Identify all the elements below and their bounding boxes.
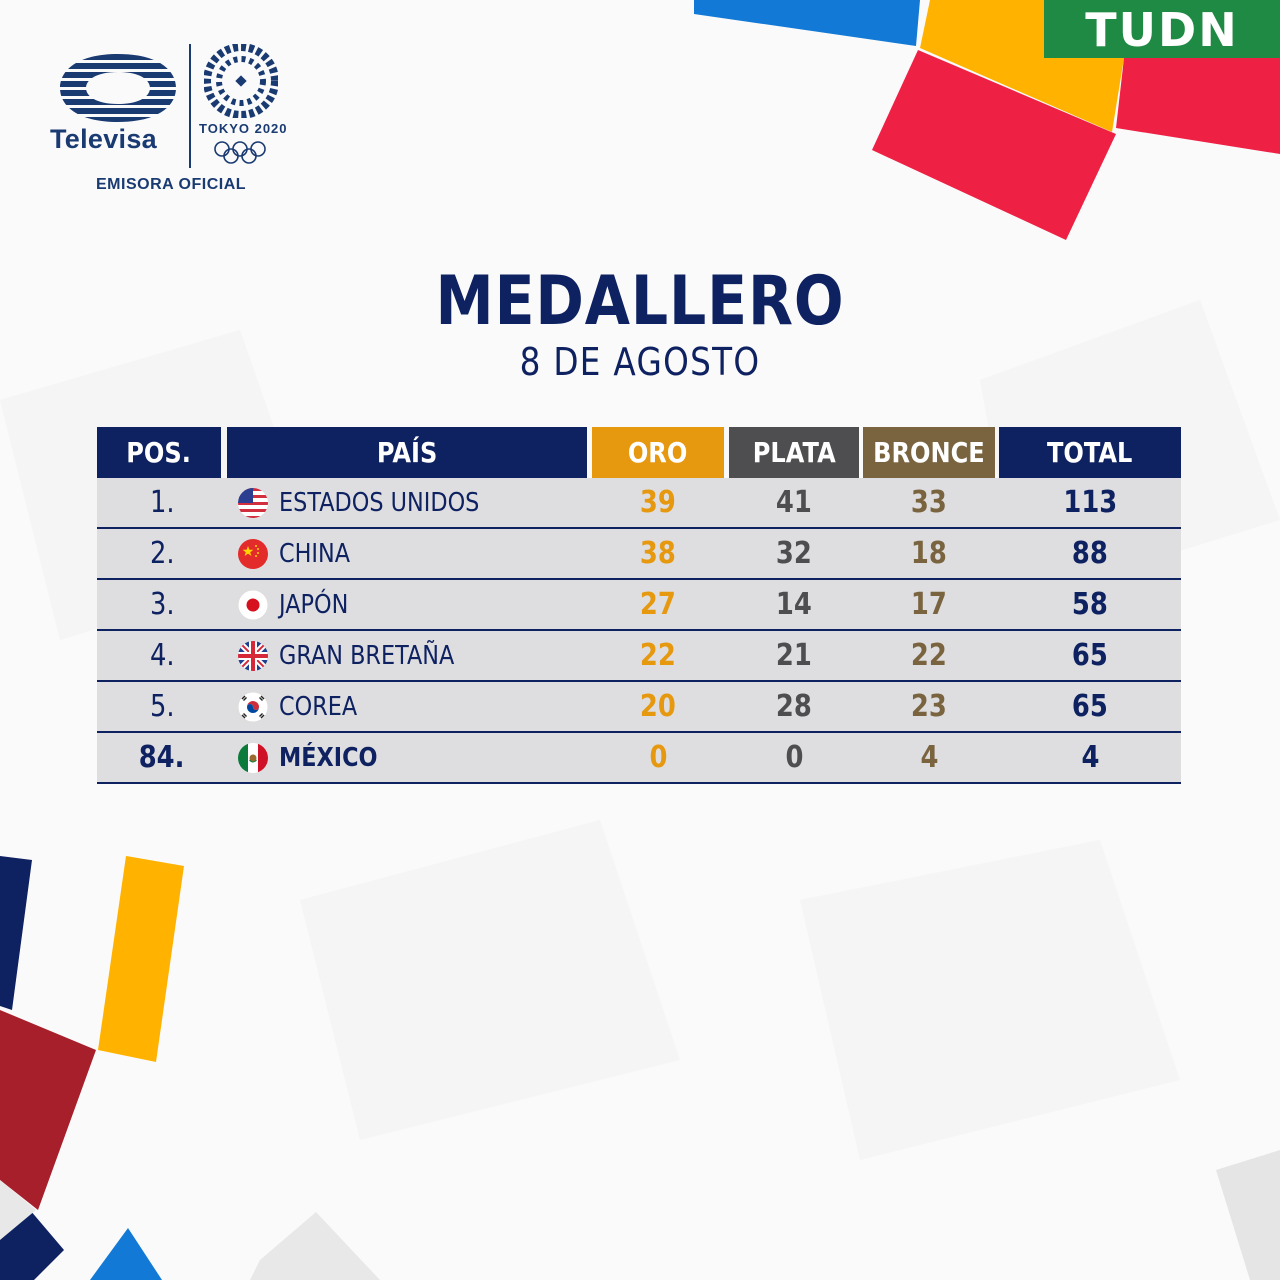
row-country: GRAN BRETAÑA [237, 631, 597, 680]
table-row-mexico: 84. MÉXICO 0 0 4 4 [97, 733, 1181, 784]
row-silver: 14 [776, 587, 812, 622]
header-oro: ORO [592, 427, 724, 478]
row-country: CHINA [237, 529, 597, 578]
row-bronze: 33 [911, 485, 947, 520]
country-name: CHINA [279, 538, 351, 569]
row-bronze: 4 [920, 740, 938, 775]
medal-rows: 1. ESTADOS UNIDOS 39 41 [97, 478, 1181, 784]
row-bronze: 23 [911, 689, 947, 724]
row-total: 65 [1072, 689, 1108, 724]
row-silver: 0 [785, 740, 803, 775]
row-bronze: 18 [911, 536, 947, 571]
tokyo-2020-label: TOKYO 2020 [199, 121, 288, 136]
televisa-logo-icon [60, 54, 176, 122]
table-row: 5. COREA 20 28 23 65 [97, 682, 1181, 733]
table-row: 3. JAPÓN 27 14 17 58 [97, 580, 1181, 631]
table-row: 4. GRAN BRETAÑA [97, 631, 1181, 682]
olympic-rings-icon [214, 141, 266, 164]
row-bronze: 22 [911, 638, 947, 673]
televisa-wordmark: Televisa [50, 124, 157, 154]
row-country: MÉXICO [237, 733, 597, 782]
korea-flag-icon [237, 691, 269, 722]
japan-flag-icon [237, 589, 269, 620]
row-gold: 0 [649, 740, 667, 775]
page-title: MEDALLERO [435, 262, 845, 341]
official-broadcaster-label: EMISORA OFICIAL [96, 176, 247, 193]
row-total: 88 [1072, 536, 1108, 571]
country-name: COREA [279, 691, 358, 722]
logo-divider [189, 44, 191, 168]
tokyo-2020-emblem-icon [204, 44, 278, 118]
page-date: 8 DE AGOSTO [519, 340, 761, 384]
tudn-logo: TUDN [1044, 0, 1280, 58]
row-position: 4. [149, 638, 175, 673]
header-plata: PLATA [729, 427, 859, 478]
uk-flag-icon [238, 640, 268, 671]
row-position: 3. [149, 587, 175, 622]
row-position: 84. [139, 740, 185, 775]
header-pos: POS. [97, 427, 221, 478]
row-silver: 28 [776, 689, 812, 724]
header-bronce: BRONCE [863, 427, 995, 478]
row-bronze: 17 [911, 587, 947, 622]
header-pais: PAÍS [227, 427, 587, 478]
row-total: 113 [1063, 485, 1117, 520]
row-country: ESTADOS UNIDOS [237, 478, 597, 527]
row-gold: 20 [640, 689, 676, 724]
row-silver: 21 [776, 638, 812, 673]
usa-flag-icon [238, 487, 268, 518]
row-gold: 27 [640, 587, 676, 622]
country-name: MÉXICO [279, 742, 378, 773]
country-name: ESTADOS UNIDOS [279, 487, 480, 518]
row-position: 2. [149, 536, 175, 571]
row-position: 5. [149, 689, 175, 724]
country-name: JAPÓN [279, 589, 349, 620]
header-total: TOTAL [999, 427, 1181, 478]
row-total: 58 [1072, 587, 1108, 622]
row-total: 65 [1072, 638, 1108, 673]
row-gold: 38 [640, 536, 676, 571]
table-row: 1. ESTADOS UNIDOS 39 41 [97, 478, 1181, 529]
table-row: 2. CHINA 38 32 18 88 [97, 529, 1181, 580]
row-country: JAPÓN [237, 580, 597, 629]
row-position: 1. [149, 485, 175, 520]
row-gold: 22 [640, 638, 676, 673]
country-name: GRAN BRETAÑA [279, 640, 455, 671]
row-silver: 32 [776, 536, 812, 571]
row-country: COREA [237, 682, 597, 731]
row-silver: 41 [776, 485, 812, 520]
row-gold: 39 [640, 485, 676, 520]
row-total: 4 [1081, 740, 1099, 775]
china-flag-icon [238, 538, 268, 569]
mexico-flag-icon [238, 742, 268, 773]
